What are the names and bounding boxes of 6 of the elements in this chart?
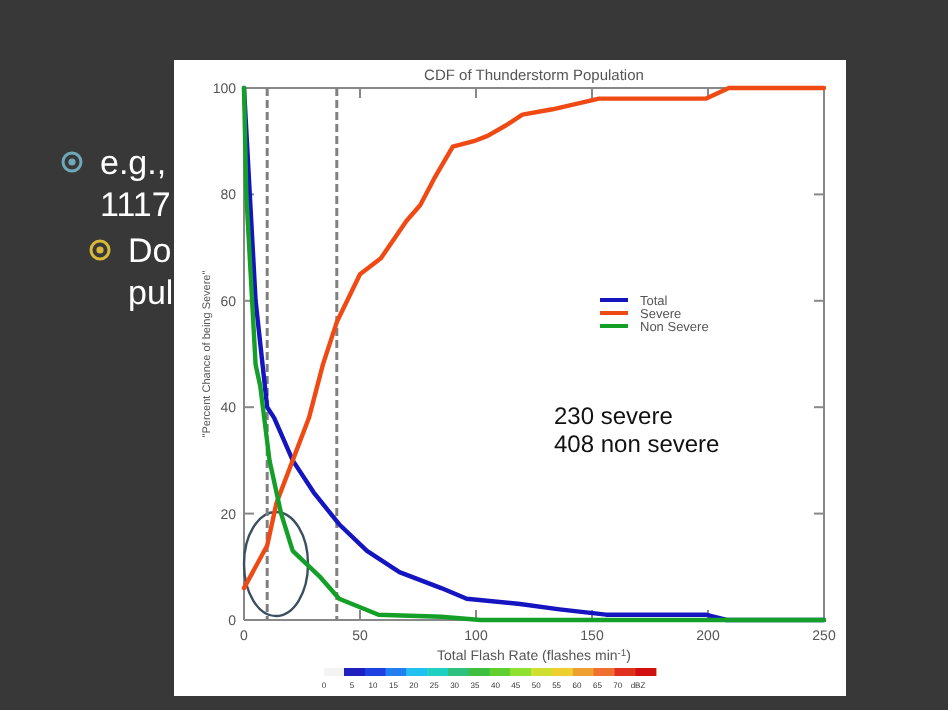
text: e.g., bbox=[100, 144, 167, 182]
text: pul bbox=[128, 274, 174, 312]
text: Do bbox=[128, 232, 172, 270]
annotation: 230 severe bbox=[554, 402, 674, 430]
text: 1117 bbox=[100, 186, 171, 224]
annotation: 408 non severe bbox=[554, 430, 721, 458]
